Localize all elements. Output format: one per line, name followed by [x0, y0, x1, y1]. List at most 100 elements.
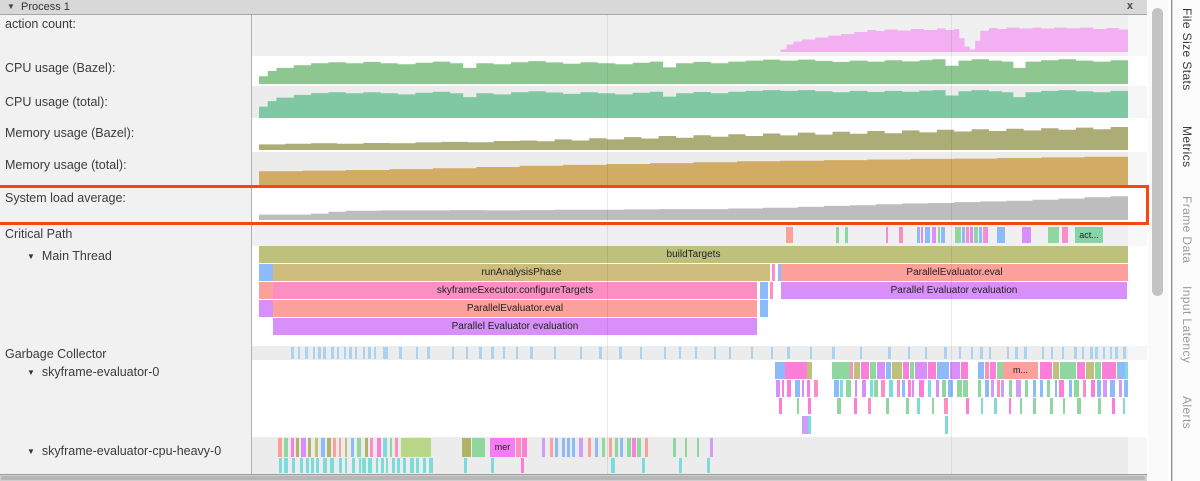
slice-mark	[854, 362, 860, 379]
track-system-load[interactable]	[252, 186, 1147, 225]
slice-buildtargets[interactable]: buildTargets	[259, 246, 1128, 263]
track-label: Memory usage (Bazel):	[5, 126, 135, 140]
sidebar-tab-metrics[interactable]: Metrics	[1180, 126, 1194, 168]
slice-mark	[663, 347, 666, 359]
slice-mark	[358, 458, 361, 473]
slice-mark	[760, 300, 768, 317]
slice-mark	[850, 362, 853, 379]
slice-mark	[910, 362, 914, 379]
vertical-scrollbar-thumb[interactable]	[1152, 8, 1163, 296]
sidebar-tab-alerts[interactable]: Alerts	[1180, 396, 1194, 430]
track-skyframe-evaluator-0[interactable]: m...	[252, 360, 1147, 437]
slice-mark	[979, 227, 982, 243]
slice-mark	[599, 347, 602, 359]
slice-mark	[627, 438, 631, 457]
slice-mark	[429, 458, 433, 473]
slice-mer[interactable]: mer	[490, 438, 515, 457]
slice-parallelevaluator-eval[interactable]: ParallelEvaluator.eval	[273, 300, 757, 317]
slice-mark	[645, 438, 648, 457]
cpu-total-chart[interactable]	[259, 89, 1128, 116]
track-main-thread[interactable]: buildTargets runAnalysisPhase ParallelEval…	[252, 246, 1147, 346]
slice-mark	[801, 380, 805, 397]
vertical-scrollbar[interactable]	[1148, 0, 1168, 481]
slice-mark	[362, 458, 367, 473]
slice-mark	[550, 438, 553, 457]
slice-mark	[292, 458, 296, 473]
sidebar-tab-input-latency[interactable]: Input Latency	[1180, 286, 1194, 364]
track-label-row-cpu-total: CPU usage (total):	[5, 95, 108, 109]
slice-mark	[1009, 398, 1012, 414]
track-mem-bazel[interactable]	[252, 118, 1147, 152]
slice-mark	[1097, 380, 1102, 397]
track-label: Garbage Collector	[5, 347, 107, 361]
slice-mark	[398, 347, 402, 359]
slice-mark	[403, 458, 406, 473]
slice-mark	[579, 347, 582, 359]
slice-parallel-evaluator-evaluation[interactable]: Parallel Evaluator evaluation	[273, 318, 757, 335]
slice-mark	[1086, 362, 1094, 379]
slice-mark	[1095, 347, 1098, 359]
slice-mark	[516, 438, 521, 457]
horizontal-scrollbar[interactable]	[0, 474, 1147, 481]
timeline-area[interactable]: act... buildTargets runAnalysisPhase Parall…	[252, 15, 1147, 474]
slice-parallelevaluator-eval[interactable]: ParallelEvaluator.eval	[781, 264, 1128, 281]
slice-mark	[350, 438, 355, 457]
slice-mark	[464, 458, 467, 473]
collapse-icon[interactable]: ▼	[27, 252, 35, 261]
track-garbage-collector[interactable]	[252, 346, 1147, 360]
slice-mark	[1053, 362, 1059, 379]
slice-mark	[874, 380, 878, 397]
slice-mark	[985, 380, 990, 397]
slice-mark	[832, 347, 836, 359]
slice-mark	[795, 380, 800, 397]
slice-mark	[1102, 347, 1106, 359]
track-cpu-total[interactable]	[252, 86, 1147, 118]
slice-mark	[997, 362, 1003, 379]
slice-skyframeexecutor-configuretargets[interactable]: skyframeExecutor.configureTargets	[273, 282, 757, 299]
slice-parallel-evaluator-evaluation[interactable]: Parallel Evaluator evaluation	[781, 282, 1127, 299]
action-count-chart[interactable]	[259, 27, 1128, 52]
slice-mark	[807, 362, 812, 379]
slice-mark	[343, 347, 347, 359]
slice-mark	[1115, 347, 1119, 359]
track-action-count[interactable]	[252, 15, 1147, 56]
slice-mark	[306, 458, 309, 473]
slice-mark	[778, 264, 781, 281]
sidebar-tab-frame-data[interactable]: Frame Data	[1180, 196, 1194, 264]
slice-mark	[337, 347, 340, 359]
collapse-icon[interactable]: ▼	[27, 368, 35, 377]
track-cpu-bazel[interactable]	[252, 56, 1147, 86]
slice-mark	[1054, 380, 1058, 397]
sidebar-tab-file-size-stats[interactable]: File Size Stats	[1180, 8, 1194, 91]
mem-bazel-chart[interactable]	[259, 122, 1128, 150]
process-header[interactable]: ▼ Process 1 x	[0, 0, 1147, 15]
track-critical-path[interactable]: act...	[252, 225, 1147, 246]
slice-mark	[1014, 347, 1018, 359]
slice-m[interactable]: m...	[1003, 362, 1038, 379]
close-icon[interactable]: x	[1126, 0, 1133, 12]
slice-mark	[588, 438, 592, 457]
slice-mark	[907, 380, 911, 397]
mem-total-chart[interactable]	[259, 155, 1128, 185]
system-load-chart[interactable]	[259, 188, 1128, 220]
slice-mark	[1098, 398, 1101, 414]
collapse-icon[interactable]: ▼	[27, 447, 35, 456]
slice-mark	[640, 347, 643, 359]
track-label-row-mem-total: Memory usage (total):	[5, 158, 127, 172]
slice-mark	[1091, 380, 1096, 397]
track-skyframe-evaluator-cpu-heavy-0[interactable]: mer	[252, 437, 1147, 474]
cpu-bazel-chart[interactable]	[259, 58, 1128, 84]
slice-mark	[760, 282, 768, 299]
slice-mark	[312, 347, 316, 359]
track-mem-total[interactable]	[252, 152, 1147, 186]
process-collapse-icon[interactable]: ▼	[7, 2, 15, 11]
horizontal-scrollbar-thumb[interactable]	[1, 476, 1145, 480]
slice-mark	[562, 438, 565, 457]
slice-act[interactable]: act...	[1075, 227, 1103, 243]
slice-mark	[373, 347, 376, 359]
slice-mark	[401, 438, 431, 457]
track-label-row-garbage-collector: Garbage Collector	[5, 347, 106, 361]
slice-runanalysisphase[interactable]: runAnalysisPhase	[273, 264, 770, 281]
slice-mark	[1119, 380, 1123, 397]
slice-mark	[916, 398, 921, 414]
